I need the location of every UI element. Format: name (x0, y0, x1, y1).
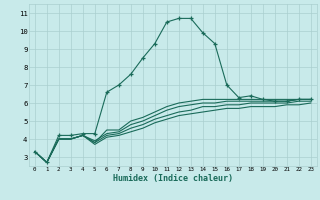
X-axis label: Humidex (Indice chaleur): Humidex (Indice chaleur) (113, 174, 233, 183)
